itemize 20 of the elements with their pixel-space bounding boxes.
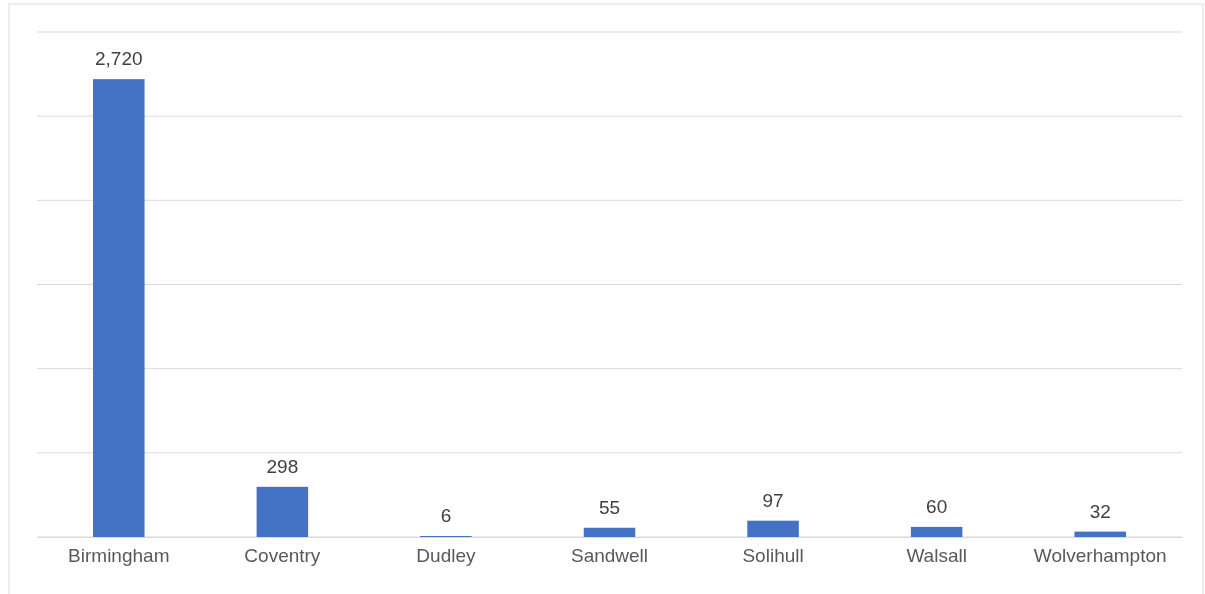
data-label: 97 [762,489,784,511]
x-tick-label: Solihull [742,545,804,567]
x-tick-label: Wolverhampton [1033,545,1167,567]
x-tick-label: Sandwell [570,545,649,567]
x-tick-label: Coventry [244,545,321,567]
bar [256,486,309,537]
bar [583,527,636,537]
x-tick-label: Walsall [906,545,967,567]
data-label: 55 [598,496,621,518]
bar [1074,531,1126,537]
bar [910,526,963,537]
bar [747,520,799,537]
x-tick-label: Birmingham [68,545,170,567]
x-tick-label: Dudley [416,545,476,567]
data-label: 32 [1089,500,1111,522]
data-label: 298 [266,455,299,477]
data-label: 2,720 [95,48,143,70]
data-label: 6 [440,504,452,526]
data-label: 60 [926,495,948,517]
bar [93,79,145,537]
